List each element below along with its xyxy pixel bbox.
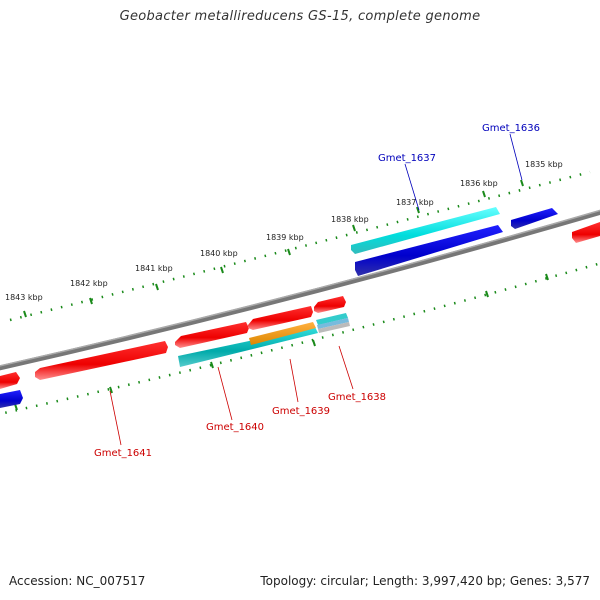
genome-stats: Topology: circular; Length: 3,997,420 bp… [260,574,590,588]
gene-feature-teal[interactable] [178,327,318,367]
kbp-label: 1836 kbp [460,179,498,188]
gene-label-gmet-1637[interactable]: Gmet_1637 [378,153,436,164]
major-tick [352,224,356,232]
major-tick [485,290,489,298]
gene-label-gmet-1639[interactable]: Gmet_1639 [272,406,330,417]
gene-feature-small[interactable] [318,322,350,333]
major-tick [520,179,524,187]
major-tick [23,310,27,318]
gene-arrow[interactable] [572,222,600,243]
major-tick [482,190,486,198]
major-tick [210,361,214,369]
kbp-label: 1842 kbp [70,279,108,288]
gene-arrow-gmet-1639[interactable] [248,306,313,330]
gene-arrow-gmet-1637[interactable] [355,225,503,276]
gene-feature-small[interactable] [317,318,349,329]
major-tick [89,297,93,305]
upper-scale-track [9,170,591,322]
gene-arrow-gmet-1640[interactable] [175,322,249,348]
genome-backbone [0,209,600,371]
major-tick [545,273,549,281]
forward-genes [0,207,600,408]
gene-feature-orange[interactable] [249,322,316,345]
gene-feature-small[interactable] [316,313,348,325]
gene-arrow-gmet-1641[interactable] [35,341,168,380]
major-tick [109,386,113,394]
gene-arrow[interactable] [0,372,20,389]
label-leaders [109,133,523,446]
kbp-label: 1835 kbp [525,160,563,169]
major-tick [14,403,18,411]
major-tick [220,266,224,274]
gene-arrow-gmet-1638[interactable] [314,296,346,313]
gene-label-gmet-1636[interactable]: Gmet_1636 [482,123,540,134]
genome-title: Geobacter metallireducens GS-15, complet… [119,9,481,24]
kbp-label: 1841 kbp [135,264,173,273]
gene-label-gmet-1638[interactable]: Gmet_1638 [328,392,386,403]
major-tick [155,283,159,291]
major-tick [287,248,291,256]
major-tick [312,339,316,347]
reverse-genes [0,296,350,389]
gene-arrow-gmet-1636[interactable] [511,208,558,229]
kbp-label: 1837 kbp [396,198,434,207]
kbp-label: 1840 kbp [200,249,238,258]
gene-arrow-gmet-1637-cds[interactable] [351,207,500,254]
gene-label-gmet-1641[interactable]: Gmet_1641 [94,448,152,459]
lower-scale-track [0,262,600,416]
major-tick [416,206,420,214]
genome-backbone-highlight [0,209,600,367]
gene-arrow[interactable] [0,390,23,408]
kbp-label: 1839 kbp [266,233,304,242]
kbp-label: 1838 kbp [331,215,369,224]
accession-info: Accession: NC_007517 [9,574,146,588]
kbp-label: 1843 kbp [5,293,43,302]
gene-label-gmet-1640[interactable]: Gmet_1640 [206,422,264,433]
